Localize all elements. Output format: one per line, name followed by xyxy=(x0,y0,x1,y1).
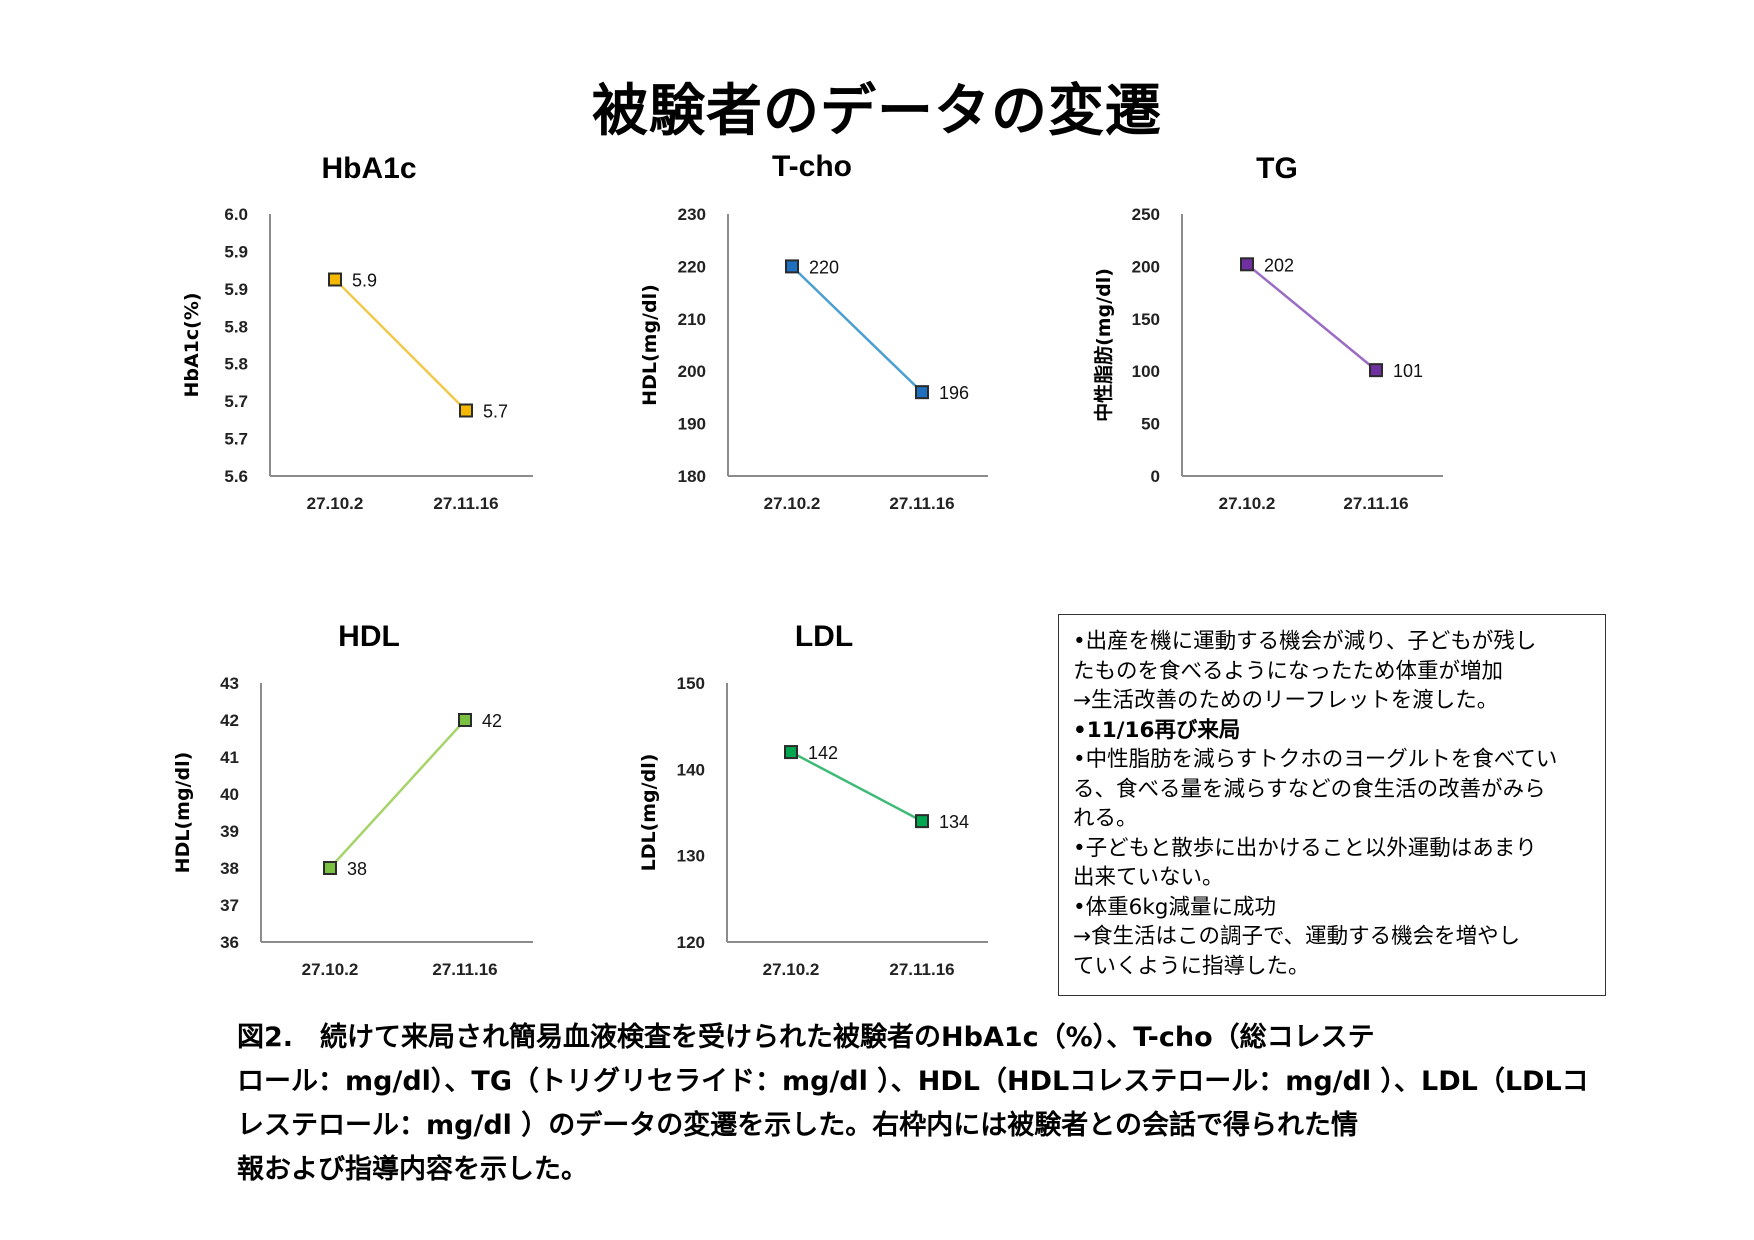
data-point-marker xyxy=(915,385,929,400)
x-tick-label: 27.10.2 xyxy=(1219,494,1276,513)
caption-line: 図2. 続けて来局され簡易血液検査を受けられた被験者のHbA1c（%）、T-ch… xyxy=(237,1022,1375,1053)
y-tick-label: 40 xyxy=(220,785,239,804)
series-line xyxy=(1246,263,1377,372)
y-tick-label: 38 xyxy=(220,859,239,878)
data-label: 38 xyxy=(347,859,367,879)
data-label: 5.7 xyxy=(483,402,508,422)
y-tick-label: 6.0 xyxy=(224,205,248,224)
y-tick-label: 0 xyxy=(1151,467,1160,486)
note-line: たものを食べるようになったため体重が増加 xyxy=(1073,658,1504,684)
y-tick-label: 230 xyxy=(678,205,706,224)
y-tick-label: 5.7 xyxy=(224,430,248,449)
series-line xyxy=(334,278,467,412)
x-tick-label: 27.10.2 xyxy=(307,494,364,513)
y-tick-label: 200 xyxy=(678,362,706,381)
figure-caption: 図2. 続けて来局され簡易血液検査を受けられた被験者のHbA1c（%）、T-ch… xyxy=(237,1016,1589,1192)
data-label: 101 xyxy=(1393,361,1423,381)
data-point-marker xyxy=(1369,363,1383,378)
data-label: 142 xyxy=(808,743,838,763)
x-tick-label: 27.11.16 xyxy=(1343,494,1408,513)
y-tick-label: 210 xyxy=(678,310,706,329)
y-tick-label: 180 xyxy=(678,467,706,486)
y-tick-label: 50 xyxy=(1141,415,1160,434)
chart-title: T-cho xyxy=(772,150,852,183)
x-tick-label: 27.10.2 xyxy=(302,960,359,979)
y-tick-label: 5.8 xyxy=(224,317,248,336)
y-tick-label: 190 xyxy=(678,415,706,434)
data-label: 134 xyxy=(939,812,969,832)
y-tick-label: 250 xyxy=(1132,205,1160,224)
y-tick-label: 37 xyxy=(220,896,239,915)
y-axis-label: HbA1c(%) xyxy=(181,292,203,397)
note-line: る、食べる量を減らすなどの食生活の改善がみら xyxy=(1073,776,1546,802)
y-axis-label: HDL(mg/dl) xyxy=(639,284,661,406)
x-tick-label: 27.10.2 xyxy=(763,960,820,979)
data-label: 42 xyxy=(482,711,502,731)
page-title: 被験者のデータの変遷 xyxy=(592,79,1162,144)
data-point-marker xyxy=(785,259,799,274)
x-tick-label: 27.11.16 xyxy=(433,494,498,513)
y-tick-label: 39 xyxy=(220,822,239,841)
y-tick-label: 220 xyxy=(678,257,706,276)
note-line: れる。 xyxy=(1073,806,1138,831)
data-point-marker xyxy=(323,861,337,875)
y-tick-label: 150 xyxy=(1132,310,1160,329)
data-point-marker xyxy=(784,745,798,760)
x-tick-label: 27.11.16 xyxy=(432,960,497,979)
note-line: →食生活はこの調子で、運動する機会を増やし xyxy=(1073,924,1521,949)
data-label: 5.9 xyxy=(352,271,377,291)
note-line: •子どもと散歩に出かけること以外運動はあまり xyxy=(1073,835,1537,861)
note-line: •11/16再び来局 xyxy=(1073,717,1241,743)
y-tick-label: 100 xyxy=(1132,362,1160,381)
note-line: →生活改善のためのリーフレットを渡した。 xyxy=(1073,688,1499,713)
series-line xyxy=(791,265,923,394)
caption-line: 報および指導内容を示した。 xyxy=(237,1154,588,1185)
data-point-marker xyxy=(459,403,473,418)
y-tick-label: 150 xyxy=(677,674,705,693)
note-line: ていくように指導した。 xyxy=(1073,953,1310,979)
data-label: 220 xyxy=(809,257,839,277)
y-axis-label: LDL(mg/dl) xyxy=(638,754,660,872)
caption-line: ロール：mg/dl）、TG（トリグリセライド：mg/dl ）、HDL（HDLコレ… xyxy=(237,1066,1589,1097)
y-axis-label: HDL(mg/dl) xyxy=(172,752,194,874)
series-line xyxy=(329,719,466,869)
data-label: 196 xyxy=(939,383,969,403)
data-point-marker xyxy=(328,272,342,287)
data-point-marker xyxy=(458,713,472,727)
chart-title: HDL xyxy=(338,620,400,653)
x-tick-label: 27.11.16 xyxy=(889,960,954,979)
y-tick-label: 43 xyxy=(220,674,239,693)
y-tick-label: 36 xyxy=(220,933,239,952)
y-tick-label: 5.6 xyxy=(224,467,248,486)
data-point-marker xyxy=(1240,257,1254,272)
y-tick-label: 200 xyxy=(1132,257,1160,276)
note-line: •出産を機に運動する機会が減り、子どもが残し xyxy=(1073,629,1537,654)
note-line: 出来ていない。 xyxy=(1073,865,1224,890)
y-tick-label: 5.8 xyxy=(224,355,248,374)
caption-line: レステロール：mg/dl ）のデータの変遷を示した。右枠内には被験者との会話で得… xyxy=(237,1110,1359,1141)
y-tick-label: 5.9 xyxy=(224,242,248,261)
y-tick-label: 120 xyxy=(677,933,705,952)
note-line: •体重6kg減量に成功 xyxy=(1073,894,1276,920)
series-line xyxy=(790,750,923,823)
y-tick-label: 140 xyxy=(677,760,705,779)
y-tick-label: 130 xyxy=(677,847,705,866)
x-tick-label: 27.11.16 xyxy=(889,494,954,513)
y-tick-label: 5.7 xyxy=(224,392,248,411)
chart-title: LDL xyxy=(795,620,853,653)
y-axis-label: 中性脂肪(mg/dl) xyxy=(1092,268,1115,422)
data-point-marker xyxy=(915,814,929,829)
chart-title: TG xyxy=(1256,152,1298,185)
data-label: 202 xyxy=(1264,255,1294,275)
y-tick-label: 42 xyxy=(220,711,239,730)
x-tick-label: 27.10.2 xyxy=(764,494,821,513)
y-tick-label: 41 xyxy=(220,748,239,767)
note-line: •中性脂肪を減らすトクホのヨーグルトを食べてい xyxy=(1073,747,1558,772)
y-tick-label: 5.9 xyxy=(224,280,248,299)
chart-title: HbA1c xyxy=(321,152,416,185)
notes-box: •出産を機に運動する機会が減り、子どもが残し たものを食べるようになったため体重… xyxy=(1058,614,1606,996)
